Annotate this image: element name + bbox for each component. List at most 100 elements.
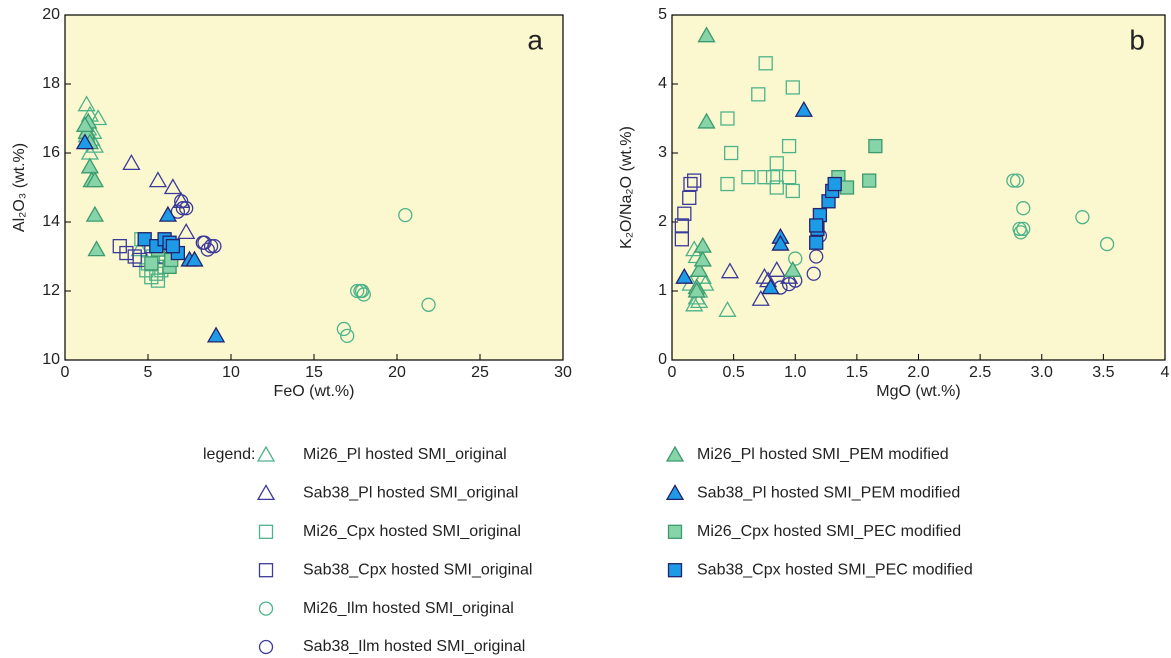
x-tick-label: 3.0 (1031, 364, 1053, 381)
legend-label: Sab38_Cpx hosted SMI_PEC modified (697, 561, 973, 578)
legend-marker (667, 563, 683, 578)
y-tick-label: 2 (658, 213, 667, 230)
point (179, 201, 194, 216)
x-tick-label: 0 (668, 364, 677, 381)
point (398, 207, 413, 223)
point (718, 301, 737, 317)
x-tick-label: 10 (222, 364, 240, 381)
plot-frame (64, 14, 564, 361)
point (809, 235, 824, 250)
point (89, 109, 108, 126)
point (806, 266, 821, 281)
point (206, 326, 226, 343)
point (771, 234, 790, 251)
x-tick-label: 1.5 (846, 364, 868, 381)
plot-area (672, 15, 1165, 360)
point (200, 242, 215, 257)
panel-label: b (1129, 24, 1145, 55)
legend-marker (256, 484, 276, 501)
point (757, 169, 772, 185)
point (720, 111, 735, 126)
point (144, 256, 159, 271)
point (150, 273, 166, 288)
point (85, 171, 105, 188)
legend-label: Sab38_Pl hosted SMI_original (303, 485, 518, 502)
point (677, 206, 692, 221)
plot-area (65, 15, 563, 360)
point (765, 169, 781, 185)
point (170, 204, 186, 219)
point (185, 250, 204, 267)
point (1016, 201, 1031, 216)
point (80, 157, 100, 174)
legend-label: Sab38_Cpx hosted SMI_original (303, 561, 532, 578)
point (75, 116, 95, 133)
point (75, 133, 95, 150)
legend-marker (258, 563, 274, 578)
y-tick-label: 16 (42, 144, 60, 161)
point (350, 283, 365, 299)
y-tick-label: 5 (658, 6, 667, 23)
y-tick-label: 14 (42, 213, 60, 230)
point (827, 176, 842, 192)
point (85, 205, 105, 222)
y-tick-label: 10 (42, 351, 60, 368)
point (783, 260, 802, 277)
point (687, 281, 706, 298)
point (741, 169, 756, 185)
legend-label: Mi26_Cpx hosted SMI_PEC modified (697, 523, 961, 540)
y-tick-label: 12 (42, 282, 60, 299)
y-tick-label: 4 (658, 75, 667, 92)
point (788, 251, 803, 266)
point (207, 238, 222, 254)
point (130, 240, 149, 257)
x-axis-label: FeO (wt.%) (274, 383, 355, 400)
point (197, 235, 212, 250)
x-tick-label: 30 (554, 364, 572, 381)
x-tick-label: 5 (144, 364, 153, 381)
point (720, 176, 735, 192)
point (693, 236, 712, 253)
point (781, 169, 797, 185)
point (697, 26, 716, 43)
point (758, 56, 773, 71)
point (868, 138, 883, 154)
point (687, 173, 702, 188)
y-axis-label: K₂O/Na₂O (wt.%) (618, 126, 635, 249)
point (675, 267, 694, 284)
point (177, 223, 196, 240)
point (340, 328, 355, 344)
point (1099, 236, 1115, 252)
legend-label: Mi26_Ilm hosted SMI_original (303, 600, 514, 617)
y-tick-label: 1 (658, 282, 667, 299)
point (769, 180, 784, 195)
point (148, 171, 168, 188)
legend-label: Sab38_Ilm hosted SMI_original (303, 638, 525, 655)
point (1075, 210, 1090, 225)
legend-label: Mi26_Pl hosted SMI_original (303, 446, 507, 463)
point (203, 238, 219, 254)
legend-marker (665, 484, 685, 501)
y-axis-label: Al₂O₃ (wt.%) (11, 143, 28, 232)
point (674, 232, 690, 247)
point (862, 173, 877, 188)
x-tick-label: 0.5 (723, 364, 745, 381)
point (794, 100, 813, 117)
point (751, 87, 766, 102)
point (122, 154, 141, 171)
point (697, 112, 716, 129)
point (781, 138, 797, 154)
legend-label: Sab38_Pl hosted SMI_PEM modified (697, 485, 960, 502)
point (785, 80, 800, 95)
point (354, 283, 370, 299)
point (175, 201, 191, 216)
point (1006, 173, 1021, 188)
x-tick-label: 1.0 (784, 364, 806, 381)
x-tick-label: 4 (1161, 364, 1170, 381)
point (809, 218, 824, 233)
legend-marker (665, 445, 685, 462)
point (689, 292, 709, 309)
y-tick-label: 18 (42, 75, 60, 92)
legend-title: legend: (203, 446, 256, 463)
